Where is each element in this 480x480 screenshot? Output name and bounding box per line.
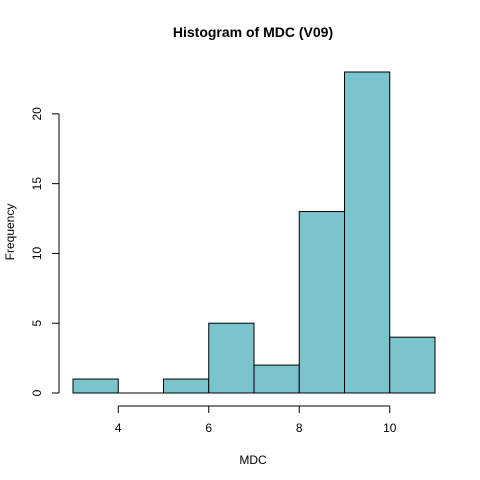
histogram-bar <box>163 378 210 394</box>
histogram-bar <box>344 71 391 394</box>
chart-title: Histogram of MDC (V09) <box>173 24 333 40</box>
bars-group <box>72 71 436 394</box>
y-tick-label: 10 <box>30 246 44 260</box>
x-tick-label: 8 <box>296 421 303 435</box>
y-tick-label: 15 <box>30 177 44 191</box>
histogram-bar <box>253 364 300 394</box>
x-tick-label: 6 <box>205 421 212 435</box>
x-axis-label: MDC <box>239 453 267 467</box>
histogram-bar <box>208 322 255 394</box>
y-axis-label: Frequency <box>3 204 17 261</box>
y-tick-label: 20 <box>30 107 44 121</box>
histogram-bar <box>298 211 345 394</box>
y-tick-label: 0 <box>30 389 44 396</box>
histogram-bar <box>389 336 436 394</box>
x-tick-label: 4 <box>115 421 122 435</box>
y-tick-label: 5 <box>30 320 44 327</box>
x-axis: 4 6 8 10 <box>115 405 397 435</box>
histogram-bar <box>72 378 119 394</box>
x-tick-label: 10 <box>383 421 397 435</box>
y-axis: 0 5 10 15 20 <box>30 107 60 396</box>
